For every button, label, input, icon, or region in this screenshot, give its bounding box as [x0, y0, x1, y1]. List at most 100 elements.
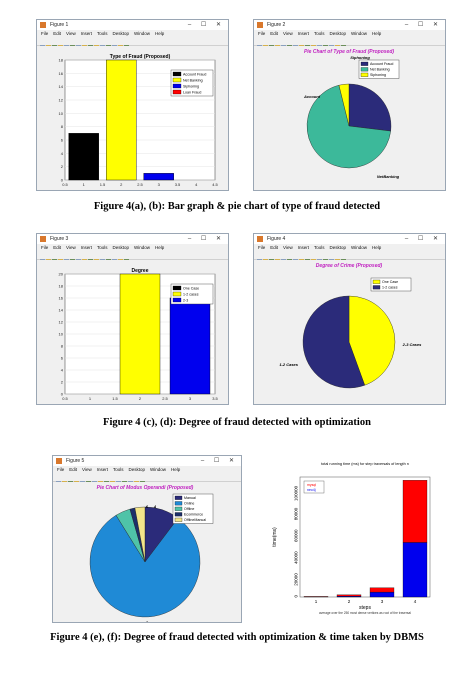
menu-item-desktop[interactable]: Desktop — [329, 245, 347, 250]
x-tick-label: 2 — [348, 599, 351, 604]
window-controls[interactable]: – ☐ ✕ — [404, 236, 442, 242]
figure-3-titlebar: Figure 3 – ☐ ✕ — [37, 234, 228, 244]
window-controls[interactable]: – ☐ ✕ — [187, 22, 225, 28]
toolbar[interactable] — [37, 251, 228, 264]
x-tick-label: 1 — [83, 182, 86, 187]
window-controls[interactable]: – ☐ ✕ — [200, 458, 238, 464]
y-tick-label: 18 — [59, 284, 64, 289]
menu-bar[interactable]: File Edit View Insert Tools Desktop Window Help — [37, 30, 228, 37]
bar-chart-degree: 0 2 4 6 8 10 12 14 16 18 20 0.5 1 1.5 2 2.5 3 3.5 Degree On… — [59, 268, 219, 401]
legend-swatch — [172, 83, 182, 89]
menu-item-window[interactable]: Window — [150, 467, 167, 472]
menu-item-tools[interactable]: Tools — [313, 31, 325, 36]
y-tick-label: 18 — [59, 58, 64, 63]
bar — [143, 173, 174, 181]
menu-item-desktop[interactable]: Desktop — [112, 245, 130, 250]
menu-item-desktop[interactable]: Desktop — [329, 31, 347, 36]
toolbar[interactable] — [37, 37, 228, 50]
matlab-icon — [40, 22, 46, 28]
x-tick-label: 1 — [315, 599, 318, 604]
menu-item-insert[interactable]: Insert — [96, 467, 108, 472]
y-tick-label: 0 — [61, 392, 64, 397]
menu-bar[interactable]: File Edit View Insert Tools Desktop Window Help — [254, 244, 445, 251]
menu-item-edit[interactable]: Edit — [270, 245, 279, 250]
menu-item-file[interactable]: File — [41, 245, 49, 250]
pie-slice — [134, 506, 146, 563]
menu-bar[interactable]: File Edit View Insert Tools Desktop Window Help — [53, 466, 241, 473]
y-tick-label: 100000 — [294, 485, 299, 501]
y-tick-label: 0 — [61, 178, 64, 183]
menu-item-insert[interactable]: Insert — [297, 245, 309, 250]
x-tick-label: 0.5 — [62, 396, 68, 401]
menu-item-help[interactable]: Help — [372, 31, 382, 36]
matlab-icon — [257, 236, 263, 242]
legend-label: 2-3 — [183, 299, 188, 303]
pie-chart-modus-operandi: Pie Chart of Modus Operandi (Proposed) Ma… — [89, 485, 214, 625]
window-controls[interactable]: – ☐ ✕ — [404, 22, 442, 28]
figure-5-window: Figure 5 – ☐ ✕ File Edit View Insert Tools Des… — [52, 455, 242, 625]
toolbar[interactable] — [53, 473, 241, 486]
legend-label: 1-2 cases — [382, 286, 398, 290]
plot-title: Degree of Crime (Proposed) — [316, 263, 383, 269]
bar — [369, 591, 395, 598]
x-tick-label: 3 — [158, 182, 161, 187]
figure-2-titlebar: Figure 2 – ☐ ✕ — [254, 20, 445, 30]
toolbar[interactable] — [254, 37, 445, 50]
menu-item-file[interactable]: File — [57, 467, 65, 472]
window-title: Figure 1 — [50, 22, 69, 28]
menu-item-window[interactable]: Window — [134, 245, 151, 250]
caption-b: Figure 4 (c), (d): Degree of fraud detec… — [103, 417, 371, 428]
menu-item-insert[interactable]: Insert — [80, 245, 92, 250]
menu-item-help[interactable]: Help — [155, 245, 165, 250]
y-tick-label: 2 — [61, 164, 64, 169]
legend-swatch — [174, 501, 183, 506]
menu-item-view[interactable]: View — [66, 245, 76, 250]
legend-swatch — [360, 61, 369, 66]
menu-item-help[interactable]: Help — [155, 31, 165, 36]
menu-bar[interactable]: File Edit View Insert Tools Desktop Window Help — [37, 244, 228, 251]
legend-label: OfflineManual — [184, 518, 206, 522]
menu-item-view[interactable]: View — [283, 245, 293, 250]
toolbar[interactable] — [254, 251, 445, 264]
legend-swatch — [174, 512, 183, 517]
menu-item-desktop[interactable]: Desktop — [112, 31, 130, 36]
menu-item-edit[interactable]: Edit — [270, 31, 279, 36]
menu-item-file[interactable]: File — [258, 245, 266, 250]
menu-item-view[interactable]: View — [66, 31, 76, 36]
menu-item-edit[interactable]: Edit — [69, 467, 78, 472]
menu-item-help[interactable]: Help — [171, 467, 181, 472]
menu-item-tools[interactable]: Tools — [96, 245, 108, 250]
legend-label: Loan Fraud — [183, 91, 201, 95]
window-controls[interactable]: – ☐ ✕ — [187, 236, 225, 242]
running-time-chart: total running time (ms) for step travers… — [272, 462, 431, 615]
legend-box — [370, 277, 412, 292]
menu-item-window[interactable]: Window — [134, 31, 151, 36]
menu-item-window[interactable]: Window — [351, 31, 368, 36]
menu-item-window[interactable]: Window — [351, 245, 368, 250]
menu-item-insert[interactable]: Insert — [297, 31, 309, 36]
menu-item-tools[interactable]: Tools — [112, 467, 124, 472]
menu-item-desktop[interactable]: Desktop — [128, 467, 146, 472]
menu-item-edit[interactable]: Edit — [53, 245, 62, 250]
legend-label: One Case — [382, 280, 398, 284]
menu-item-file[interactable]: File — [41, 31, 49, 36]
legend-label: Siphoning — [370, 73, 386, 77]
pie-slice — [348, 295, 396, 386]
legend-label: mysql — [307, 483, 316, 487]
menu-item-view[interactable]: View — [82, 467, 92, 472]
menu-item-help[interactable]: Help — [372, 245, 382, 250]
legend-swatch — [174, 506, 183, 511]
menu-bar[interactable]: File Edit View Insert Tools Desktop Window Help — [254, 30, 445, 37]
menu-item-tools[interactable]: Tools — [96, 31, 108, 36]
legend-swatch — [172, 89, 182, 95]
menu-item-tools[interactable]: Tools — [313, 245, 325, 250]
menu-item-file[interactable]: File — [258, 31, 266, 36]
y-tick-label: 4 — [61, 368, 64, 373]
y-tick-label: 14 — [59, 308, 64, 313]
legend-box — [303, 480, 325, 494]
menu-item-insert[interactable]: Insert — [80, 31, 92, 36]
plot-title: total running time (ms) for step travers… — [321, 462, 409, 466]
menu-item-edit[interactable]: Edit — [53, 31, 62, 36]
subtitle: average over the 250 most dense vertices… — [319, 611, 411, 615]
menu-item-view[interactable]: View — [283, 31, 293, 36]
